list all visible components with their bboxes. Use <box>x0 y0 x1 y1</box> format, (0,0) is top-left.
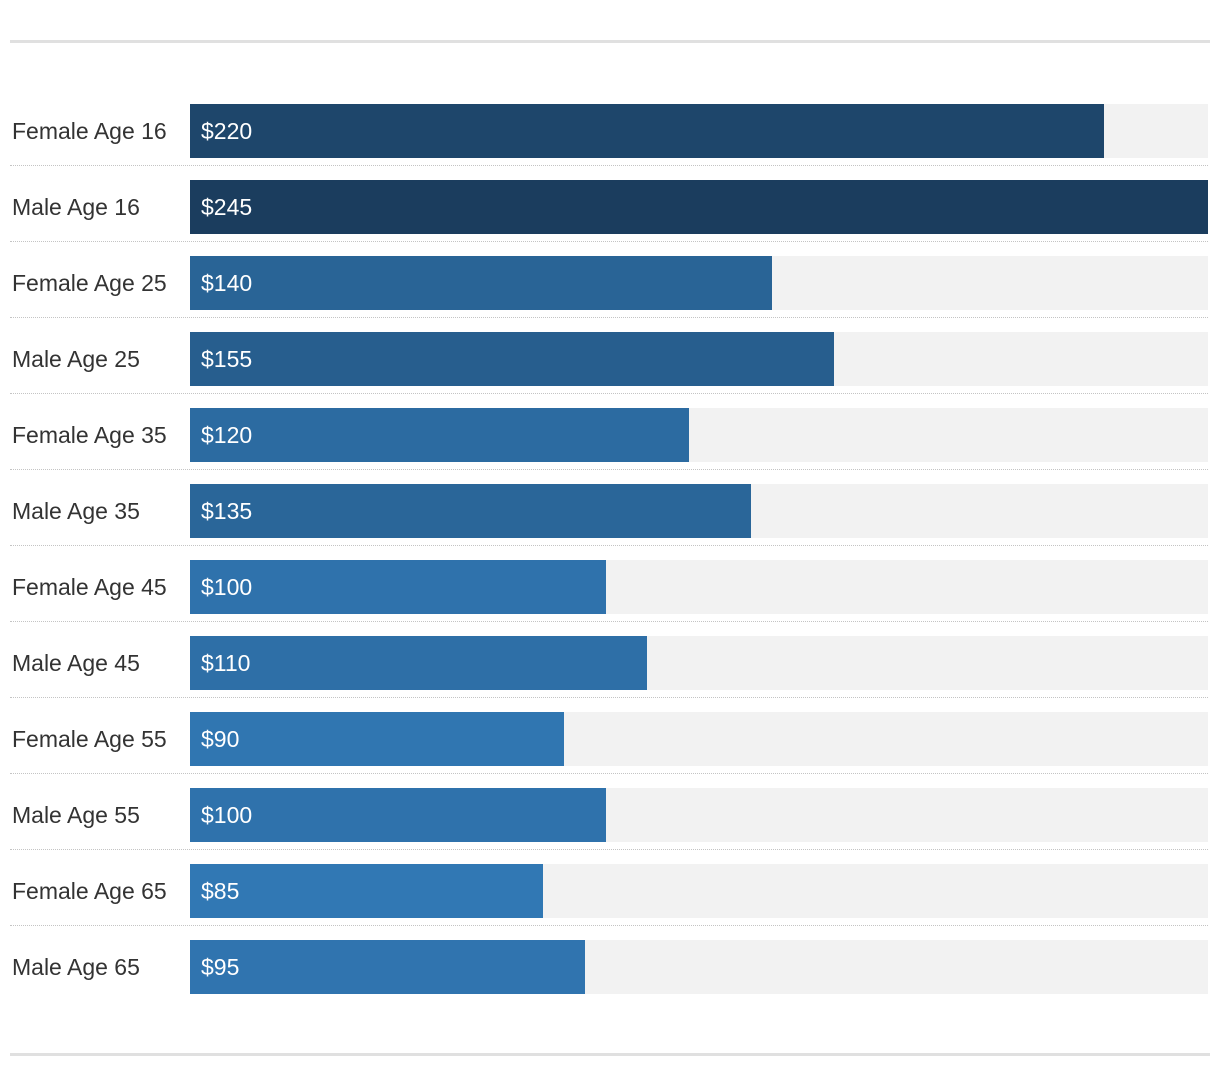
bar-value-label: $220 <box>201 118 253 144</box>
category-label: Male Age 35 <box>12 498 140 524</box>
bar-track: $135 <box>190 484 1208 538</box>
bar: $220 <box>190 104 1105 158</box>
category-label: Female Age 65 <box>12 878 167 904</box>
bar-track: $140 <box>190 256 1208 310</box>
bar-row: Female Age 35 $120 <box>0 396 1220 472</box>
bar-row: Male Age 25 $155 <box>0 320 1220 396</box>
bar-track: $90 <box>190 712 1208 766</box>
category-label: Male Age 55 <box>12 802 140 828</box>
bar-track: $100 <box>190 788 1208 842</box>
bar-row: Male Age 55 $100 <box>0 776 1220 852</box>
row-separator <box>10 545 1208 546</box>
bar-track: $155 <box>190 332 1208 386</box>
bar-row: Female Age 45 $100 <box>0 548 1220 624</box>
bar-track: $85 <box>190 864 1208 918</box>
bar-track: $95 <box>190 940 1208 994</box>
bar-row: Male Age 35 $135 <box>0 472 1220 548</box>
bar-track: $120 <box>190 408 1208 462</box>
row-separator <box>10 241 1208 242</box>
bar-value-label: $95 <box>201 954 240 980</box>
row-separator <box>10 621 1208 622</box>
bar-value-label: $100 <box>201 574 253 600</box>
row-separator <box>10 165 1208 166</box>
bar: $135 <box>190 484 751 538</box>
bar-track: $100 <box>190 560 1208 614</box>
bar-value-label: $135 <box>201 498 253 524</box>
category-label: Male Age 25 <box>12 346 140 372</box>
bar-value-label: $90 <box>201 726 240 752</box>
row-separator <box>10 697 1208 698</box>
category-label: Female Age 35 <box>12 422 167 448</box>
bar-track: $245 <box>190 180 1208 234</box>
bar-row: Male Age 16 $245 <box>0 168 1220 244</box>
bar-value-label: $155 <box>201 346 253 372</box>
bar: $245 <box>190 180 1208 234</box>
bar-value-label: $100 <box>201 802 253 828</box>
bar-value-label: $140 <box>201 270 253 296</box>
bar: $110 <box>190 636 648 690</box>
bar-track: $220 <box>190 104 1208 158</box>
bar: $90 <box>190 712 564 766</box>
category-label: Female Age 55 <box>12 726 167 752</box>
category-label: Female Age 45 <box>12 574 167 600</box>
bar-value-label: $110 <box>201 650 251 676</box>
bar-row: Female Age 55 $90 <box>0 700 1220 776</box>
bar: $85 <box>190 864 544 918</box>
bar-row: Female Age 65 $85 <box>0 852 1220 928</box>
bar: $95 <box>190 940 585 994</box>
category-label: Female Age 25 <box>12 270 167 296</box>
bar: $120 <box>190 408 689 462</box>
bar-row: Female Age 16 $220 <box>0 92 1220 168</box>
bar-row: Female Age 25 $140 <box>0 244 1220 320</box>
row-separator <box>10 925 1208 926</box>
bar-value-label: $85 <box>201 878 240 904</box>
row-separator <box>10 849 1208 850</box>
category-label: Male Age 16 <box>12 194 140 220</box>
row-separator <box>10 773 1208 774</box>
category-label: Male Age 65 <box>12 954 140 980</box>
bar: $100 <box>190 788 606 842</box>
bar: $155 <box>190 332 835 386</box>
row-separator <box>10 469 1208 470</box>
bar-row: Male Age 45 $110 <box>0 624 1220 700</box>
bar-row: Male Age 65 $95 <box>0 928 1220 1004</box>
bar-track: $110 <box>190 636 1208 690</box>
bar-value-label: $120 <box>201 422 253 448</box>
bar-value-label: $245 <box>201 194 253 220</box>
category-label: Female Age 16 <box>12 118 167 144</box>
category-label: Male Age 45 <box>12 650 140 676</box>
bottom-divider <box>10 1053 1210 1056</box>
bar: $100 <box>190 560 606 614</box>
row-separator <box>10 317 1208 318</box>
top-divider <box>10 40 1210 43</box>
bar: $140 <box>190 256 772 310</box>
row-separator <box>10 393 1208 394</box>
bar-chart: Female Age 16 $220 Male Age 16 $245 Female A… <box>0 92 1220 1004</box>
